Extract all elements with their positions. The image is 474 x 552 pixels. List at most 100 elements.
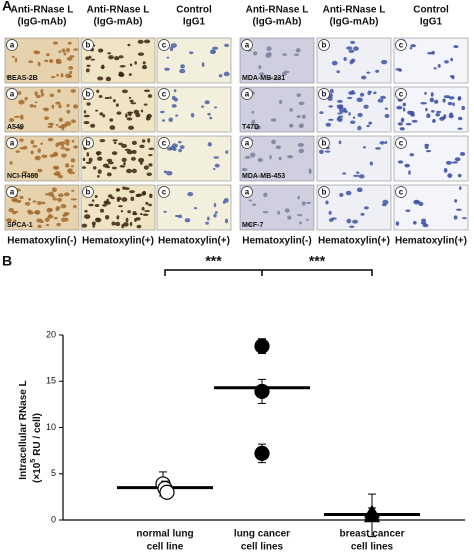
cell <box>97 76 104 81</box>
cell <box>107 52 112 55</box>
significance-label: *** <box>309 253 326 269</box>
cell <box>146 172 153 176</box>
cell <box>65 217 69 222</box>
cell <box>437 64 441 68</box>
cell <box>83 114 90 118</box>
cell <box>104 96 110 100</box>
cell <box>201 62 205 67</box>
cell <box>380 95 386 100</box>
cell <box>209 116 213 120</box>
cell <box>139 212 143 216</box>
cell <box>436 110 442 114</box>
cell <box>284 208 290 213</box>
cell <box>409 46 413 50</box>
cell <box>384 107 389 110</box>
sub-letter-badge <box>158 88 170 100</box>
cell <box>454 157 461 162</box>
sub-letter-badge <box>82 88 94 100</box>
cell <box>54 216 58 220</box>
cell <box>111 221 116 226</box>
sub-letter: a <box>10 41 15 50</box>
cell <box>222 200 226 204</box>
cell <box>48 213 52 219</box>
cell <box>189 51 194 55</box>
sub-letter: c <box>399 139 404 148</box>
cell <box>120 209 124 213</box>
significance-bracket <box>164 269 373 276</box>
cell <box>22 145 28 150</box>
cell <box>94 203 100 208</box>
cell <box>262 211 269 214</box>
cell <box>351 92 356 95</box>
cell <box>360 212 365 216</box>
cell <box>431 110 435 113</box>
cell <box>32 144 38 148</box>
sub-letter: b <box>322 41 327 50</box>
cell <box>356 187 363 193</box>
cell <box>49 93 55 98</box>
cell <box>85 56 90 61</box>
cell <box>213 156 220 159</box>
cell <box>173 89 177 93</box>
cell <box>380 59 388 65</box>
sub-letter: c <box>399 90 404 99</box>
column-header: Control <box>413 5 449 16</box>
sub-letter: a <box>10 90 15 99</box>
cell <box>62 214 68 217</box>
cell <box>106 172 112 177</box>
cell <box>15 150 20 153</box>
cell <box>373 91 377 95</box>
cell <box>126 168 133 174</box>
point <box>364 509 380 523</box>
column-header: (IgG-mAb) <box>253 17 302 28</box>
cell <box>159 110 165 114</box>
cell <box>205 221 209 225</box>
sub-letter: c <box>162 41 167 50</box>
cell <box>201 105 205 108</box>
y-tick-label: 20 <box>46 329 56 339</box>
sub-letter-badge <box>395 39 407 51</box>
cell <box>349 60 354 65</box>
cell <box>337 112 343 115</box>
cell <box>461 105 465 111</box>
cell <box>30 139 35 145</box>
sub-letter-badge <box>241 137 253 149</box>
category-label: normal lung <box>136 529 193 540</box>
cell <box>328 118 334 121</box>
cell <box>63 212 70 215</box>
cell <box>308 168 312 173</box>
cell <box>301 201 306 206</box>
cell <box>296 115 301 118</box>
cell <box>36 201 42 206</box>
cell <box>298 148 305 154</box>
cell <box>83 110 87 114</box>
cell <box>55 101 61 105</box>
cell <box>102 163 109 168</box>
cell <box>278 156 282 161</box>
cell <box>457 127 463 130</box>
stain-label: Hematoxylin(+) <box>318 236 390 247</box>
sub-letter-badge <box>318 137 330 149</box>
cell <box>451 161 458 164</box>
cell <box>115 103 119 107</box>
sub-letter-badge <box>6 88 18 100</box>
cell <box>96 174 100 178</box>
cell <box>349 120 356 124</box>
cell <box>362 146 366 149</box>
cell <box>453 215 458 220</box>
cell <box>298 101 305 106</box>
cell <box>36 218 43 223</box>
cell <box>13 115 20 118</box>
cell <box>331 217 337 220</box>
cell <box>121 143 128 148</box>
cell <box>125 217 129 223</box>
cell <box>448 96 455 100</box>
cell <box>447 173 453 178</box>
cell <box>429 97 434 103</box>
cell <box>129 63 133 67</box>
cell <box>97 169 102 175</box>
cell <box>101 204 108 207</box>
cell <box>24 201 31 206</box>
stain-label: Hematoxylin(+) <box>395 236 467 247</box>
cell <box>418 201 424 207</box>
